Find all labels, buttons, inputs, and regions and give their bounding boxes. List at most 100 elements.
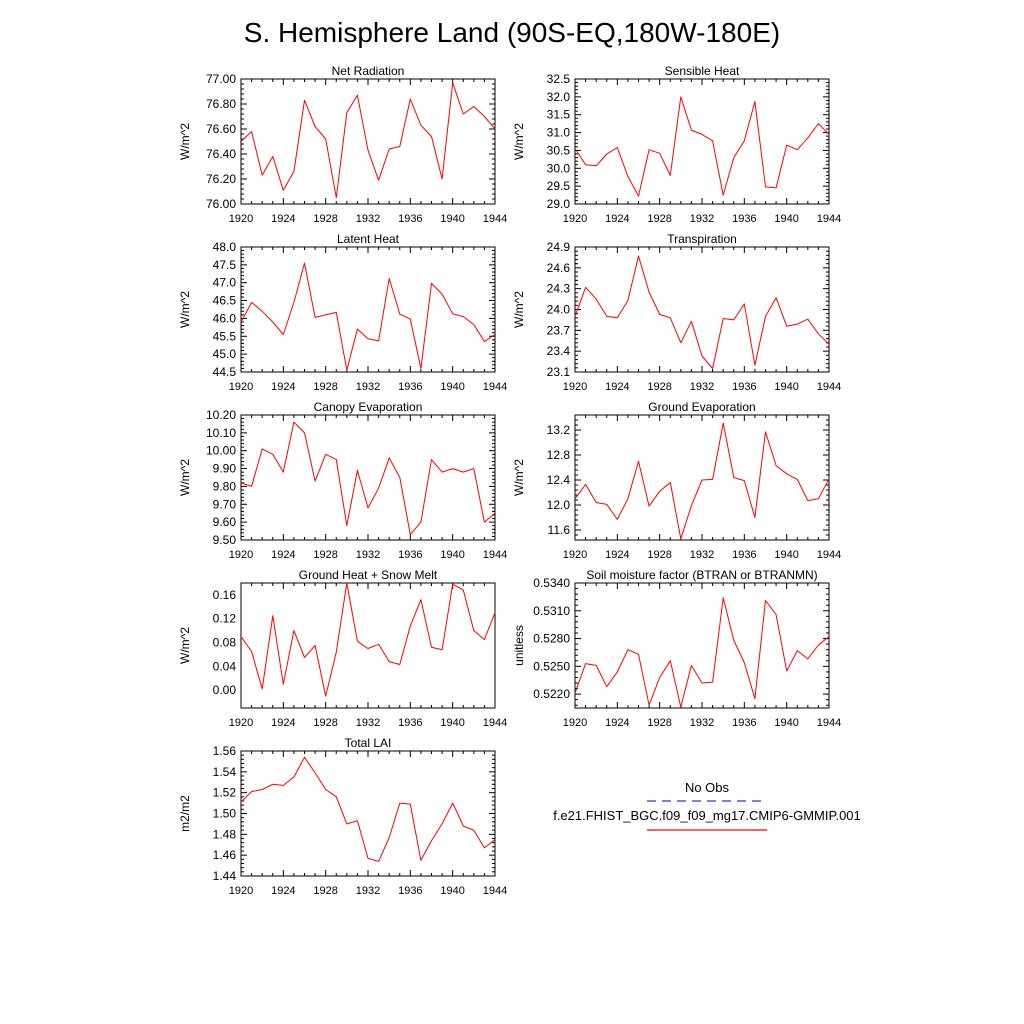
- y-tick-label: 10.20: [206, 408, 236, 422]
- y-tick-label: 1.50: [213, 807, 237, 821]
- chart-net-radiation: Net Radiation W/m^2 1920 1924 1928 1932 1936 19…: [178, 64, 507, 225]
- x-tick-label: 1932: [356, 885, 380, 897]
- x-tick-label: 1940: [440, 717, 464, 729]
- y-tick-label: 23.1: [547, 365, 571, 379]
- y-tick-label: 46.5: [213, 294, 237, 308]
- x-tick-label: 1920: [563, 213, 587, 225]
- x-tick-label: 1924: [271, 717, 295, 729]
- x-tick-label: 1924: [271, 549, 295, 561]
- plot-frame: [240, 78, 496, 205]
- x-tick-label: 1944: [483, 717, 507, 729]
- x-tick-label: 1928: [313, 885, 337, 897]
- y-tick-label: 11.6: [548, 523, 571, 537]
- y-tick-label: 30.5: [547, 143, 571, 157]
- x-tick-label: 1944: [483, 885, 507, 897]
- x-tick-label: 1920: [229, 213, 253, 225]
- y-tick-label: 0.5250: [533, 659, 570, 673]
- chart-title: Transpiration: [667, 232, 737, 246]
- y-tick-label: 32.5: [547, 72, 571, 86]
- y-tick-label: 9.70: [213, 497, 237, 511]
- y-tick-label: 76.60: [206, 122, 236, 136]
- y-tick-label: 10.00: [206, 444, 236, 458]
- y-tick-label: 0.5280: [533, 632, 570, 646]
- x-tick-label: 1936: [398, 717, 422, 729]
- x-tick-label: 1928: [647, 213, 671, 225]
- x-tick-label: 1936: [732, 381, 756, 393]
- y-tick-label: 12.4: [547, 473, 571, 487]
- x-tick-label: 1920: [229, 717, 253, 729]
- y-tick-label: 24.3: [547, 282, 571, 296]
- y-tick-label: 0.00: [213, 683, 237, 697]
- x-tick-label: 1924: [605, 213, 629, 225]
- x-tick-label: 1924: [271, 213, 295, 225]
- legend-model-label: f.e21.FHIST_BGC.f09_f09_mg17.CMIP6-GMMIP…: [553, 808, 861, 823]
- y-tick-label: 29.5: [547, 179, 571, 193]
- x-tick-label: 1928: [313, 213, 337, 225]
- figure-title: S. Hemisphere Land (90S-EQ,180W-180E): [244, 17, 780, 48]
- x-tick-label: 1928: [647, 381, 671, 393]
- x-tick-label: 1932: [356, 549, 380, 561]
- y-tick-label: 12.0: [547, 498, 571, 512]
- y-tick-label: 0.12: [213, 612, 237, 626]
- x-tick-label: 1920: [229, 885, 253, 897]
- x-tick-label: 1920: [563, 549, 587, 561]
- x-tick-label: 1932: [356, 213, 380, 225]
- chart-canopy-evaporation: Canopy Evaporation W/m^2 1920 1924 1928 1932 1…: [178, 400, 507, 561]
- x-tick-label: 1928: [313, 381, 337, 393]
- chart-total-lai: Total LAI m2/m2 1920 1924 1928 1932 1936 1940 19…: [178, 736, 507, 897]
- y-tick-label: 47.0: [213, 276, 237, 290]
- plot-frame: [574, 78, 830, 205]
- x-tick-label: 1924: [605, 381, 629, 393]
- x-tick-label: 1940: [440, 381, 464, 393]
- y-tick-label: 45.0: [213, 347, 237, 361]
- x-tick-label: 1936: [732, 717, 756, 729]
- plot-frame: [574, 414, 830, 541]
- y-tick-label: 23.7: [547, 323, 571, 337]
- chart-title: Total LAI: [345, 736, 392, 750]
- y-tick-label: 0.5220: [533, 687, 570, 701]
- x-tick-label: 1936: [732, 549, 756, 561]
- y-tick-label: 24.9: [547, 240, 571, 254]
- x-tick-label: 1936: [398, 381, 422, 393]
- y-tick-label: 45.5: [213, 329, 237, 343]
- y-tick-label: 1.54: [213, 765, 237, 779]
- legend: No Obs f.e21.FHIST_BGC.f09_f09_mg17.CMIP…: [553, 780, 861, 831]
- x-tick-label: 1932: [690, 717, 714, 729]
- x-tick-label: 1944: [817, 549, 841, 561]
- x-tick-label: 1940: [774, 717, 798, 729]
- x-tick-label: 1944: [483, 549, 507, 561]
- series-line: [574, 96, 830, 197]
- x-tick-label: 1928: [647, 549, 671, 561]
- chart-title: Sensible Heat: [665, 64, 740, 78]
- y-tick-label: 10.10: [206, 426, 236, 440]
- plot-frame: [574, 582, 830, 709]
- y-tick-label: 1.52: [213, 786, 237, 800]
- x-tick-label: 1944: [817, 717, 841, 729]
- x-tick-label: 1924: [271, 885, 295, 897]
- x-tick-label: 1936: [732, 213, 756, 225]
- x-tick-label: 1944: [817, 213, 841, 225]
- y-tick-label: 30.0: [547, 161, 571, 175]
- chart-ground-heat-snow-melt: Ground Heat + Snow Melt W/m^2 1920 1924 1928…: [178, 568, 507, 729]
- y-axis-label: W/m^2: [178, 459, 192, 496]
- chart-soil-moisture-factor-btran-or-btranmn: Soil moisture factor (BTRAN or BTRANMN) u…: [512, 568, 841, 729]
- series-line: [240, 756, 496, 862]
- y-axis-label: W/m^2: [178, 627, 192, 664]
- x-tick-label: 1924: [605, 717, 629, 729]
- x-tick-label: 1932: [690, 213, 714, 225]
- y-tick-label: 9.60: [213, 515, 237, 529]
- y-tick-label: 0.16: [213, 588, 237, 602]
- y-axis-label: W/m^2: [178, 291, 192, 328]
- y-tick-label: 0.08: [213, 636, 237, 650]
- x-tick-label: 1932: [356, 381, 380, 393]
- series-line: [240, 82, 496, 199]
- plot-frame: [574, 246, 830, 373]
- chart-sensible-heat: Sensible Heat W/m^2 1920 1924 1928 1932 1936 19…: [512, 64, 841, 225]
- series-line: [240, 262, 496, 371]
- series-line: [240, 582, 496, 697]
- x-tick-label: 1940: [440, 885, 464, 897]
- y-tick-label: 0.5310: [533, 604, 570, 618]
- y-axis-label: W/m^2: [512, 459, 526, 496]
- plot-frame: [240, 414, 496, 541]
